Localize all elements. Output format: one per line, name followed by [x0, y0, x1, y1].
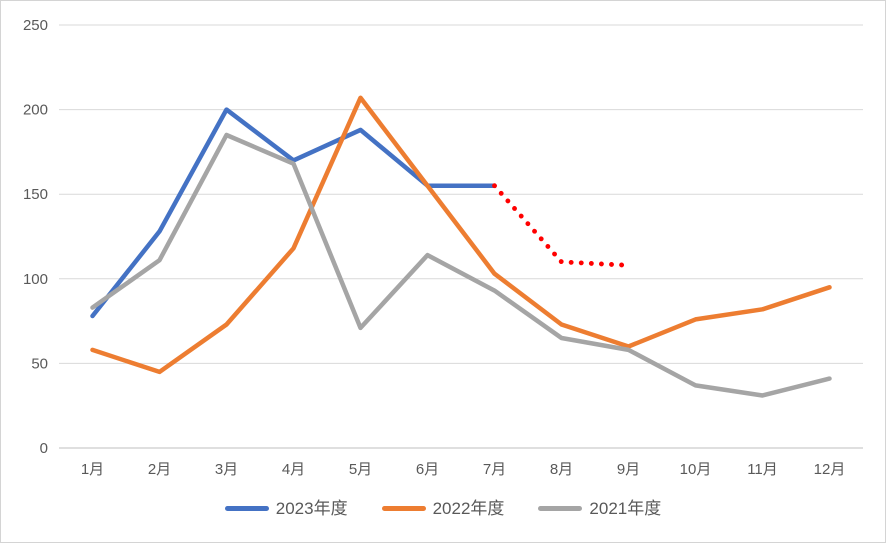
legend-label: 2023年度 — [275, 499, 348, 518]
series-line-2021年度 — [90, 132, 832, 398]
x-tick-label: 11月 — [747, 461, 778, 478]
legend-item-2023年度: 2023年度 — [224, 499, 348, 518]
series-line-2022年度 — [90, 95, 832, 375]
x-tick-label: 2月 — [148, 461, 171, 478]
x-tick-label: 12月 — [814, 461, 846, 478]
legend-label: 2021年度 — [589, 499, 662, 518]
y-tick-label: 0 — [40, 440, 48, 457]
series-line-2023年度 — [90, 107, 497, 319]
legend-item-2022年度: 2022年度 — [381, 499, 505, 518]
y-tick-label: 50 — [31, 355, 48, 372]
legend-swatch-icon — [381, 506, 426, 511]
x-tick-label: 1月 — [81, 461, 104, 478]
x-tick-label: 3月 — [215, 461, 238, 478]
series-line-red-dotted-forecast — [492, 183, 631, 268]
x-tick-label: 9月 — [617, 461, 640, 478]
line-chart: 0 50 100 150 200 250 1月 2月 3月 4月 5月 6月 7月 8月 9月 10月 11月 1… — [23, 17, 863, 478]
x-tick-label: 5月 — [349, 461, 372, 478]
x-tick-label: 7月 — [483, 461, 506, 478]
y-tick-label: 200 — [23, 102, 48, 119]
legend-item-2021年度: 2021年度 — [538, 500, 661, 517]
x-tick-label: 6月 — [416, 461, 439, 478]
x-tick-label: 8月 — [550, 461, 573, 478]
x-tick-label: 4月 — [282, 461, 305, 478]
y-tick-label: 250 — [23, 17, 48, 34]
legend-swatch-icon — [224, 506, 269, 511]
legend-label: 2022年度 — [432, 499, 505, 518]
x-tick-label: 10月 — [680, 461, 712, 478]
y-tick-label: 100 — [23, 271, 48, 288]
chart-legend: 2023年度 2022年度 2021年度 — [1, 500, 885, 517]
y-tick-label: 150 — [23, 186, 48, 203]
legend-swatch-icon — [538, 506, 583, 511]
